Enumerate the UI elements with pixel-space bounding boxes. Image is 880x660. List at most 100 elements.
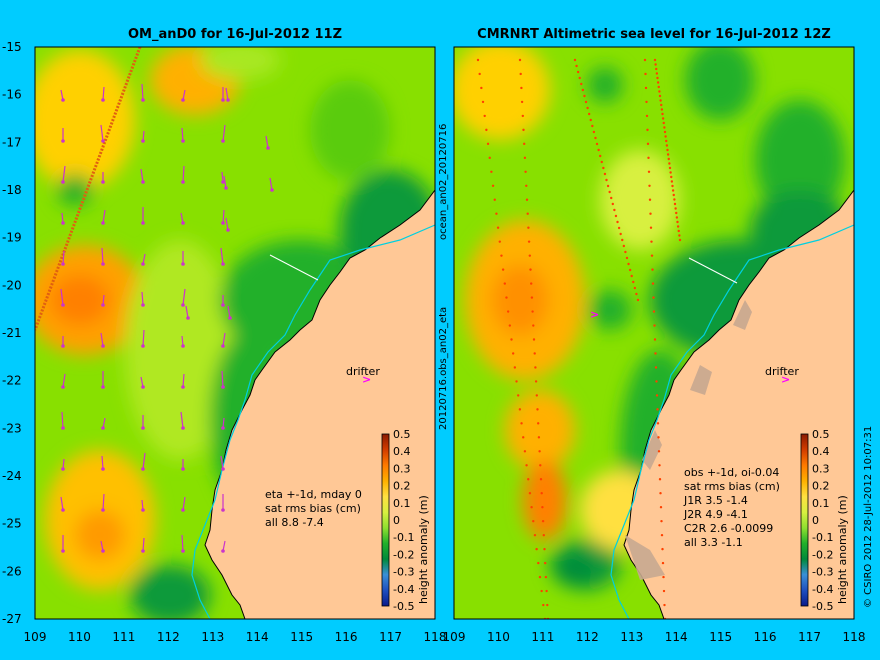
left-lat-ticks: -15 -16 -17 -18 -19 -20 -21 -22 -23 -24 -25 -26 -27 (2, 40, 22, 626)
track-dot (523, 450, 527, 453)
velocity-arrow-head (181, 262, 185, 266)
velocity-arrow (185, 305, 189, 319)
colorbar-label: height anomaly (m) (417, 495, 430, 604)
track-dot (538, 450, 541, 453)
left-stats-line-3: all 8.8 -7.4 (265, 516, 324, 529)
track-dot (644, 86, 648, 90)
velocity-arrow (225, 87, 229, 101)
velocity-arrow (225, 217, 229, 231)
track-dot (663, 130, 667, 134)
track-dot (655, 380, 658, 383)
track-dot (576, 70, 580, 74)
lat-tick-label: -19 (2, 231, 22, 245)
track-dot (666, 153, 670, 156)
velocity-arrow-head (186, 316, 190, 320)
velocity-arrow (182, 288, 186, 306)
track-dot (654, 352, 657, 355)
track-dot (644, 72, 647, 76)
track-dot (603, 172, 607, 176)
coastal-contour (191, 224, 435, 619)
track-dot (660, 108, 664, 111)
track-dot (647, 156, 650, 160)
left-panel: OM_anD0 for 16-Jul-2012 11Z (2, 27, 446, 644)
track-dot (611, 202, 614, 206)
velocity-arrow-head (61, 426, 65, 430)
track-dot (678, 234, 681, 237)
track-dot (519, 72, 522, 76)
lon-tick-label: 111 (531, 630, 554, 644)
copyright-label: © CSIRO 2012 28-Jul-2012 10:07:31 (863, 426, 874, 608)
track-dot (619, 232, 622, 236)
left-stats-line-1: eta +-1d, mday 0 (265, 488, 362, 501)
velocity-arrow (142, 452, 146, 470)
track-dot (594, 136, 597, 140)
track-dot (597, 148, 600, 152)
track-dot (655, 67, 658, 71)
track-dot (508, 324, 512, 327)
track-dot (648, 184, 651, 187)
velocity-arrow-head (141, 426, 145, 430)
lat-tick-label: -26 (2, 564, 22, 578)
velocity-arrow-head (221, 262, 225, 266)
right-stats-line-4: J2R 4.9 -4.1 (683, 508, 748, 521)
track-dot (539, 464, 542, 467)
velocity-arrow-head (61, 508, 65, 512)
track-dot (657, 85, 660, 89)
velocity-arrow-head (101, 303, 105, 307)
velocity-arrow-head (224, 186, 228, 190)
velocity-arrow-head (101, 98, 105, 102)
track-dot (658, 90, 661, 93)
track-dot (526, 212, 529, 215)
left-panel-title: OM_anD0 for 16-Jul-2012 11Z (128, 27, 342, 42)
velocity-arrow-head (141, 508, 145, 512)
lon-tick-label: 115 (709, 630, 732, 644)
track-dot (544, 575, 548, 579)
drifter-marker: > (362, 373, 371, 386)
track-dot (476, 58, 480, 62)
colorbar-tick-label: -0.2 (393, 548, 414, 561)
track-dot (645, 100, 648, 104)
velocity-arrows (60, 83, 274, 553)
velocity-arrow-head (181, 303, 185, 307)
track-dot (649, 212, 652, 215)
right-drifter-label: drifter (765, 365, 799, 378)
left-map: drifter > eta +-1d, mday 0 sat rms bias … (35, 47, 435, 619)
track-dot (589, 118, 592, 122)
colorbar-scale (381, 433, 390, 607)
right-lon-ticks: 109 110 111 112 113 114 115 116 117 118 (443, 630, 866, 644)
track-dot (673, 202, 677, 206)
colorbar-tick-label: 0.4 (393, 445, 411, 458)
track-dot (532, 338, 536, 341)
track-dot (503, 282, 506, 285)
velocity-arrow (220, 455, 224, 470)
track-dot (511, 352, 515, 355)
track-dot (573, 58, 577, 62)
velocity-arrow (180, 411, 184, 429)
track-dot (587, 112, 591, 116)
right-panel-title: CMRNRT Altimetric sea level for 16-Jul-2… (477, 27, 831, 42)
track-dot (606, 184, 610, 188)
left-stats: eta +-1d, mday 0 sat rms bias (cm) all 8… (265, 488, 362, 529)
velocity-arrow-head (61, 139, 65, 143)
velocity-arrow (60, 288, 64, 306)
velocity-arrow (141, 83, 144, 101)
track-dot (532, 519, 535, 523)
velocity-arrow-head (141, 262, 145, 266)
track-dot (542, 533, 545, 537)
track-dot (480, 86, 483, 90)
velocity-arrow (142, 329, 145, 347)
track-dot (543, 547, 546, 551)
velocity-arrow-head (221, 180, 225, 184)
lon-tick-label: 113 (201, 630, 224, 644)
track-dot (671, 189, 675, 192)
lon-tick-label: 116 (754, 630, 777, 644)
velocity-arrow-head (61, 262, 65, 266)
velocity-arrow-head (61, 303, 65, 307)
velocity-arrow-head (101, 508, 105, 512)
velocity-arrow (182, 373, 185, 388)
track-dot (522, 436, 525, 439)
track-dot (528, 492, 532, 495)
track-dot (662, 589, 666, 593)
velocity-arrow-head (61, 385, 65, 389)
